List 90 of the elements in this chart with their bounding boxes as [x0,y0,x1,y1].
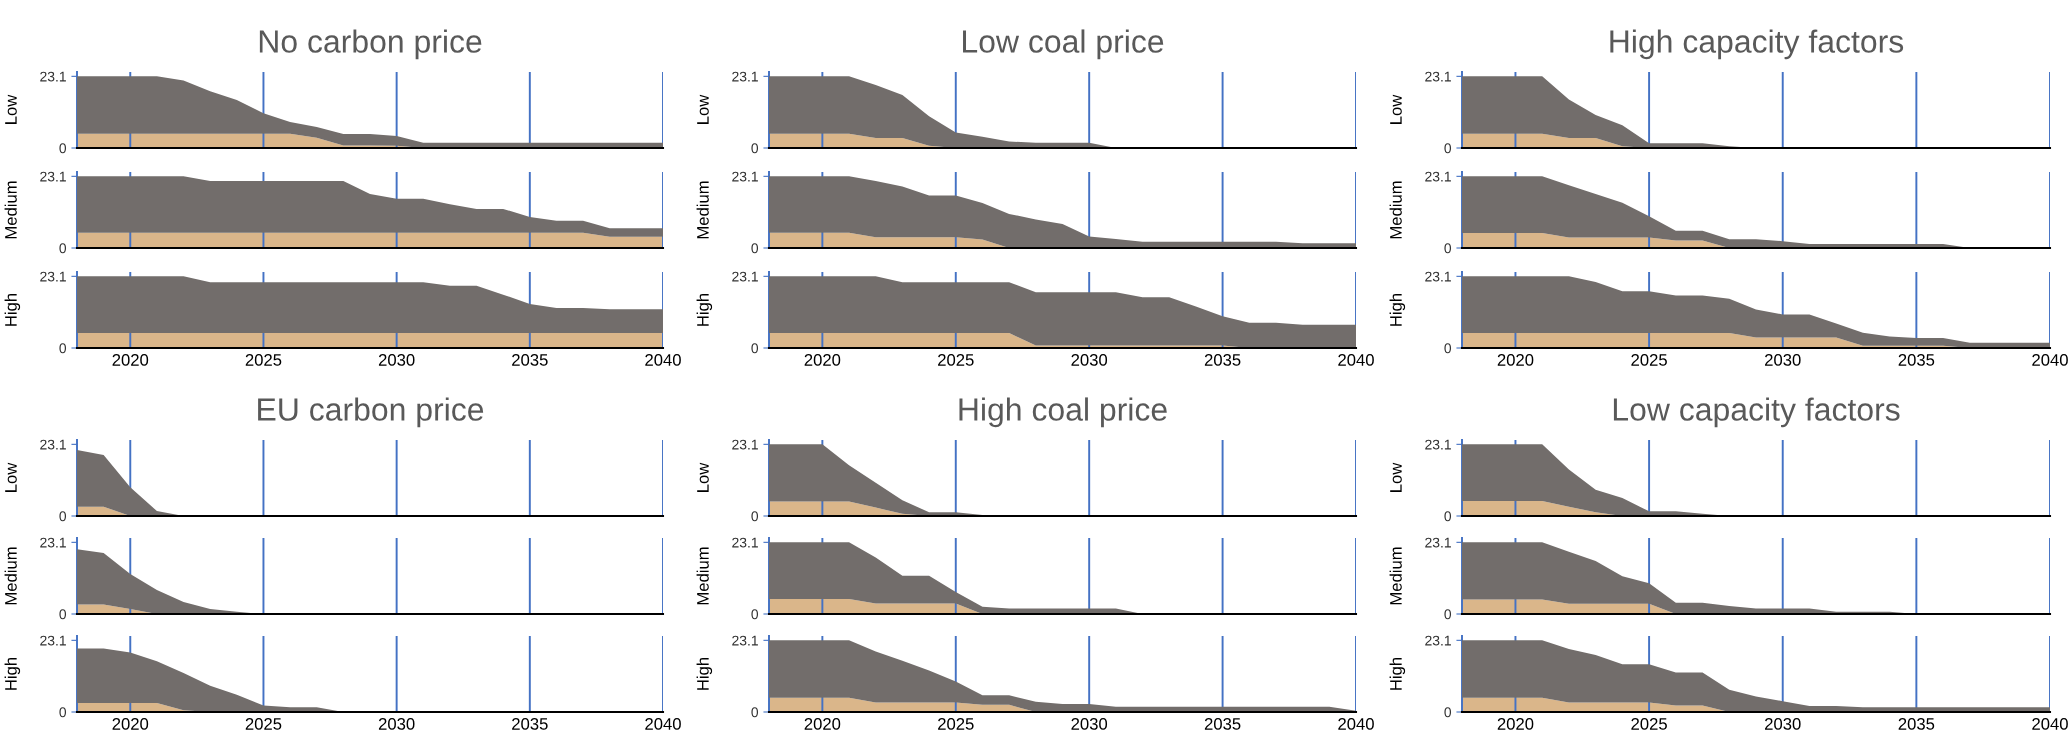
chart-title: No carbon price [259,29,482,60]
y-tick-label: 23.1 [1425,171,1451,182]
y-tick-label: 23.1 [1425,439,1451,450]
y-tick-label: 23.1 [732,71,758,82]
x-tick-label: 2025 [1631,718,1667,730]
x-tick-label: 2025 [1631,354,1667,366]
y-tick-label: 0 [59,243,67,254]
x-tick-label: 2030 [1071,718,1108,730]
x-tick-label: 2020 [112,354,149,366]
y-axis-title: High [1389,293,1406,326]
y-tick-label: 0 [59,343,67,354]
y-axis-title: Medium [1389,547,1402,605]
y-tick-label: 23.1 [732,271,758,282]
y-tick-label: 23.1 [732,171,758,182]
y-tick-label: 23.1 [1425,537,1451,548]
y-tick-label: 23.1 [1425,71,1451,82]
y-axis-title: Medium [1389,181,1402,239]
y-tick-label: 0 [1444,511,1452,522]
y-tick-label: 23.1 [40,439,66,450]
y-tick-label: 23.1 [1425,635,1451,646]
y-axis-title: Low [697,462,709,492]
y-tick-label: 0 [751,707,759,718]
x-tick-label: 2040 [645,718,681,730]
x-tick-label: 2025 [245,718,282,730]
chart-title: EU carbon price [258,397,484,428]
y-tick-label: 0 [59,143,67,154]
y-axis-title: Low [697,94,709,124]
x-tick-label: 2020 [804,718,841,730]
x-tick-label: 2035 [1898,718,1935,730]
y-axis-title: Low [5,94,17,124]
y-axis-title: Medium [4,547,17,605]
x-tick-label: 2020 [1497,354,1534,366]
y-tick-label: 0 [751,343,759,354]
y-tick-label: 0 [1444,343,1452,354]
y-axis-title: Medium [696,547,709,605]
y-tick-label: 0 [59,707,67,718]
y-tick-label: 23.1 [1425,271,1451,282]
y-tick-label: 23.1 [40,537,66,548]
x-tick-label: 2035 [512,718,548,730]
x-tick-label: 2030 [378,354,415,366]
x-tick-label: 2040 [1338,718,1374,730]
y-axis-title: Low [5,462,17,492]
x-tick-label: 2040 [2032,718,2068,730]
y-tick-label: 0 [751,243,759,254]
x-tick-label: 2030 [1765,718,1801,730]
y-tick-label: 0 [1444,707,1452,718]
y-tick-label: 0 [59,609,67,620]
x-tick-label: 2030 [1071,354,1108,366]
y-axis-title: Medium [696,181,709,239]
chart-title: Low capacity factors [1613,397,1900,428]
x-tick-label: 2020 [804,354,841,366]
x-tick-label: 2020 [1497,718,1534,730]
y-tick-label: 23.1 [732,537,758,548]
y-tick-label: 23.1 [40,71,66,82]
chart-title: High capacity factors [1610,29,1904,60]
x-tick-label: 2025 [938,354,974,366]
x-tick-label: 2035 [512,354,548,366]
y-axis-title: High [696,293,713,326]
x-tick-label: 2030 [378,718,415,730]
y-tick-label: 0 [1444,243,1452,254]
y-axis-title: High [1389,657,1406,690]
x-tick-label: 2035 [1898,354,1935,366]
y-tick-label: 23.1 [40,635,66,646]
y-axis-title: Low [1390,462,1402,492]
y-axis-title: High [696,657,713,690]
x-tick-label: 2040 [2032,354,2068,366]
x-tick-label: 2025 [245,354,282,366]
y-tick-label: 23.1 [732,439,758,450]
y-tick-label: 23.1 [732,635,758,646]
x-tick-label: 2035 [1204,354,1241,366]
y-tick-label: 0 [1444,143,1452,154]
y-tick-label: 23.1 [40,271,66,282]
chart-title: High coal price [959,397,1167,428]
x-tick-label: 2025 [938,718,974,730]
y-axis-title: Low [1390,94,1402,124]
x-tick-label: 2040 [645,354,681,366]
y-axis-title: Medium [4,181,17,239]
y-axis-title: High [4,657,21,690]
chart-title: Low coal price [963,29,1164,60]
y-axis-title: High [4,293,21,326]
y-tick-label: 0 [59,511,67,522]
x-tick-label: 2030 [1765,354,1801,366]
x-tick-label: 2020 [112,718,149,730]
y-tick-label: 0 [1444,609,1452,620]
x-tick-label: 2035 [1204,718,1241,730]
y-tick-label: 23.1 [40,171,66,182]
y-tick-label: 0 [751,609,759,620]
x-tick-label: 2040 [1338,354,1374,366]
y-tick-label: 0 [751,511,759,522]
y-tick-label: 0 [751,143,759,154]
